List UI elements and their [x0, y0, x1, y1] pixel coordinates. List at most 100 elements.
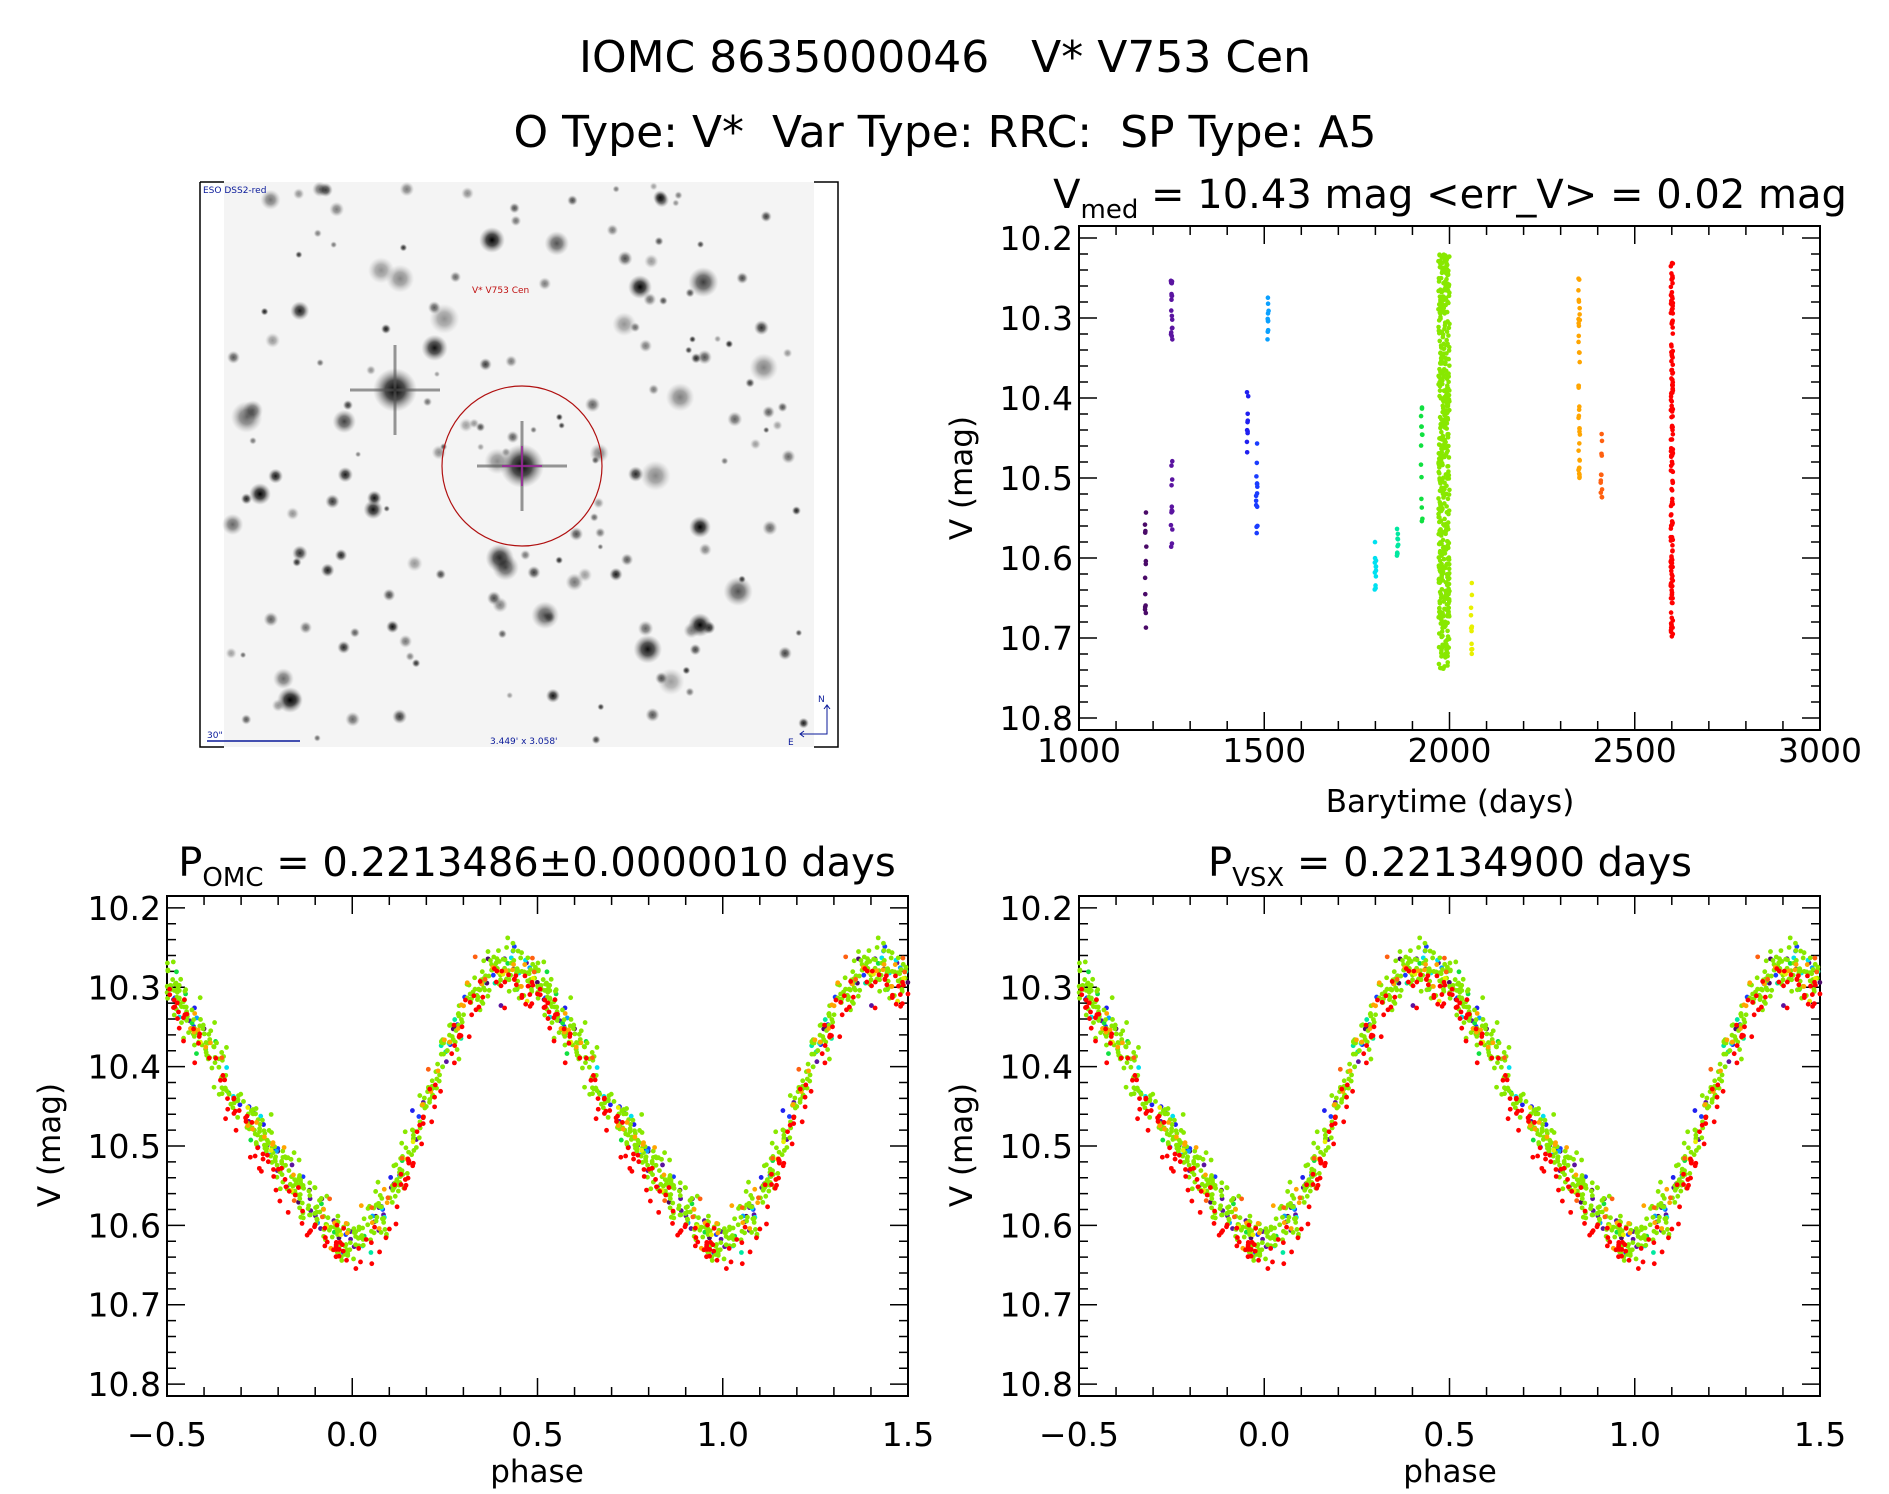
data-point — [1480, 995, 1486, 1001]
data-point — [1170, 527, 1175, 532]
data-point — [1442, 619, 1448, 625]
data-point — [1776, 979, 1782, 985]
data-point — [773, 1129, 779, 1135]
star — [648, 384, 659, 395]
data-point — [1168, 308, 1174, 313]
data-point — [410, 1139, 416, 1145]
data-point — [270, 1142, 275, 1148]
data-point — [505, 935, 511, 941]
data-point — [1438, 287, 1443, 293]
data-point — [1431, 992, 1437, 998]
data-point — [1315, 1145, 1321, 1151]
data-point — [1437, 508, 1443, 514]
star — [637, 620, 654, 637]
data-point — [399, 1155, 405, 1161]
target-crosshair — [502, 446, 542, 486]
data-point — [1254, 474, 1259, 479]
finder-frame — [199, 181, 839, 748]
diffraction-spike — [350, 345, 440, 435]
data-point — [577, 1055, 583, 1061]
star — [589, 443, 609, 463]
data-point — [1145, 1127, 1151, 1133]
data-point — [1349, 1072, 1354, 1078]
data-point — [1623, 1248, 1629, 1254]
data-point — [1445, 628, 1450, 634]
data-point — [1688, 1158, 1694, 1164]
data-point — [384, 1200, 390, 1206]
data-point — [1626, 1257, 1632, 1263]
star — [226, 350, 241, 364]
data-point — [1657, 1214, 1662, 1220]
data-point — [411, 1148, 417, 1153]
data-point — [1443, 342, 1449, 348]
data-point — [322, 1243, 328, 1249]
data-point — [1420, 432, 1425, 438]
data-point — [1347, 1061, 1353, 1067]
data-point — [660, 1162, 665, 1168]
data-point — [869, 983, 874, 989]
data-point — [1527, 1123, 1533, 1129]
data-point — [1164, 1131, 1170, 1137]
data-point — [192, 1060, 198, 1066]
data-point — [635, 1152, 641, 1158]
data-point — [896, 983, 901, 989]
time-series-title: Vmed = 10.43 mag <err_V> = 0.02 mag — [1053, 172, 1847, 225]
data-point — [1668, 463, 1674, 469]
data-point — [1809, 971, 1815, 977]
data-point — [1440, 571, 1445, 576]
data-point — [905, 991, 911, 997]
data-point — [432, 1104, 438, 1110]
data-point — [1086, 1000, 1092, 1006]
data-point — [1446, 570, 1452, 576]
data-point — [1492, 1065, 1497, 1071]
data-point — [1812, 961, 1818, 967]
data-point — [1668, 1195, 1673, 1201]
data-point — [1514, 1111, 1519, 1116]
data-point — [258, 1113, 264, 1119]
data-point — [548, 976, 554, 982]
data-point — [1277, 1222, 1283, 1228]
data-point — [1168, 522, 1174, 528]
data-point — [814, 1059, 820, 1065]
star — [640, 460, 671, 491]
star — [665, 382, 695, 412]
data-point — [447, 1039, 453, 1045]
data-point — [1670, 432, 1676, 437]
data-point — [695, 1239, 701, 1245]
data-point — [245, 1105, 251, 1110]
data-point — [1436, 576, 1442, 582]
data-point — [525, 978, 531, 984]
data-point — [1656, 1218, 1661, 1224]
data-point — [827, 1034, 832, 1040]
data-point — [365, 1222, 371, 1228]
data-point — [485, 949, 491, 954]
data-point — [183, 1004, 189, 1010]
star — [655, 671, 668, 685]
data-point — [1659, 1249, 1665, 1255]
data-point — [1300, 1175, 1306, 1180]
data-point — [709, 1258, 715, 1263]
data-point — [564, 1051, 570, 1057]
data-point — [553, 1012, 558, 1018]
data-point — [224, 1065, 230, 1070]
data-point — [1260, 1236, 1265, 1242]
data-point — [758, 1175, 764, 1180]
data-point — [781, 1139, 786, 1145]
data-point — [1445, 539, 1451, 544]
data-point — [249, 1120, 255, 1125]
data-point — [1391, 969, 1397, 975]
data-point — [1106, 1051, 1111, 1057]
data-point — [1456, 969, 1462, 975]
data-point — [874, 945, 880, 950]
data-point — [1651, 1261, 1657, 1267]
bright-star — [628, 275, 652, 299]
star — [589, 512, 599, 522]
data-point — [1272, 1225, 1278, 1231]
data-point — [1094, 988, 1100, 994]
data-point — [506, 988, 512, 994]
data-point — [1398, 973, 1404, 979]
data-point — [667, 1196, 673, 1202]
data-point — [1198, 1188, 1204, 1194]
data-point — [1439, 437, 1445, 442]
data-point — [1734, 1022, 1739, 1028]
